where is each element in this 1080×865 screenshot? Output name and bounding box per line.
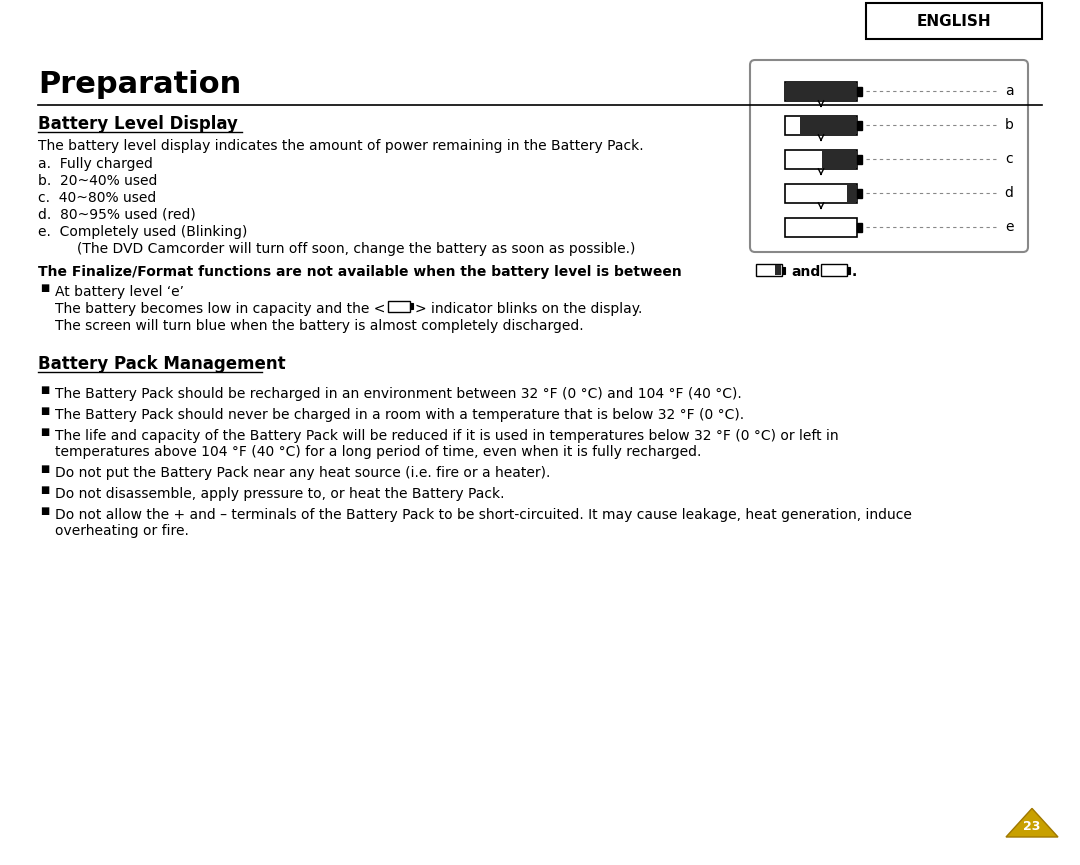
Bar — [782, 266, 785, 273]
Text: 23: 23 — [1024, 820, 1041, 833]
Text: ENGLISH: ENGLISH — [917, 14, 991, 29]
Bar — [785, 183, 858, 202]
Text: (The DVD Camcorder will turn off soon, change the battery as soon as possible.): (The DVD Camcorder will turn off soon, c… — [55, 242, 635, 256]
Text: b: b — [1004, 118, 1013, 132]
Bar — [775, 265, 781, 275]
Text: b.  20~40% used: b. 20~40% used — [38, 174, 158, 188]
Text: a: a — [1004, 84, 1013, 98]
FancyBboxPatch shape — [866, 3, 1042, 39]
Bar — [785, 150, 858, 169]
Text: The Battery Pack should be recharged in an environment between 32 °F (0 °C) and : The Battery Pack should be recharged in … — [55, 387, 742, 401]
Text: and: and — [791, 265, 820, 279]
Bar — [756, 264, 782, 276]
Text: e.  Completely used (Blinking): e. Completely used (Blinking) — [38, 225, 247, 239]
Bar — [847, 266, 850, 273]
Bar — [858, 86, 862, 95]
Bar — [786, 82, 856, 99]
Text: The Battery Pack should never be charged in a room with a temperature that is be: The Battery Pack should never be charged… — [55, 408, 744, 422]
Text: c.  40~80% used: c. 40~80% used — [38, 191, 157, 205]
Text: Do not allow the + and – terminals of the Battery Pack to be short-circuited. It: Do not allow the + and – terminals of th… — [55, 508, 912, 522]
Text: c: c — [1005, 152, 1013, 166]
Text: Preparation: Preparation — [38, 70, 241, 99]
Text: ■: ■ — [40, 485, 50, 495]
Bar — [388, 300, 410, 311]
Text: The battery level display indicates the amount of power remaining in the Battery: The battery level display indicates the … — [38, 139, 644, 153]
Text: The Finalize/Format functions are not available when the battery level is betwee: The Finalize/Format functions are not av… — [38, 265, 681, 279]
Polygon shape — [1005, 809, 1058, 837]
Text: e: e — [1004, 220, 1013, 234]
Text: The life and capacity of the Battery Pack will be reduced if it is used in tempe: The life and capacity of the Battery Pac… — [55, 429, 839, 443]
Text: At battery level ‘e’: At battery level ‘e’ — [55, 285, 184, 299]
Bar — [821, 264, 847, 276]
Text: a.  Fully charged: a. Fully charged — [38, 157, 153, 171]
Text: ■: ■ — [40, 464, 50, 474]
Text: ■: ■ — [40, 427, 50, 437]
Bar — [847, 184, 856, 202]
Bar — [785, 217, 858, 236]
Text: Battery Pack Management: Battery Pack Management — [38, 355, 285, 373]
Text: .: . — [852, 265, 858, 279]
Bar — [858, 155, 862, 163]
Text: Battery Level Display: Battery Level Display — [38, 115, 238, 133]
Text: ■: ■ — [40, 283, 50, 293]
Text: ■: ■ — [40, 406, 50, 416]
Bar — [858, 120, 862, 130]
Text: d.  80~95% used (red): d. 80~95% used (red) — [38, 208, 195, 222]
Bar — [800, 117, 856, 133]
Text: temperatures above 104 °F (40 °C) for a long period of time, even when it is ful: temperatures above 104 °F (40 °C) for a … — [55, 445, 701, 459]
Text: The screen will turn blue when the battery is almost completely discharged.: The screen will turn blue when the batte… — [55, 319, 583, 333]
FancyBboxPatch shape — [750, 60, 1028, 252]
Bar — [822, 151, 856, 168]
Text: The battery becomes low in capacity and the <: The battery becomes low in capacity and … — [55, 302, 386, 316]
Text: ■: ■ — [40, 506, 50, 516]
Text: d: d — [1004, 186, 1013, 200]
Text: Do not put the Battery Pack near any heat source (i.e. fire or a heater).: Do not put the Battery Pack near any hea… — [55, 466, 551, 480]
Text: > indicator blinks on the display.: > indicator blinks on the display. — [415, 302, 643, 316]
Bar — [785, 81, 858, 100]
Text: overheating or fire.: overheating or fire. — [55, 524, 189, 538]
Bar — [410, 303, 413, 309]
Bar — [858, 189, 862, 197]
Text: ■: ■ — [40, 385, 50, 395]
Text: Do not disassemble, apply pressure to, or heat the Battery Pack.: Do not disassemble, apply pressure to, o… — [55, 487, 504, 501]
Bar — [858, 222, 862, 232]
Bar — [785, 116, 858, 134]
